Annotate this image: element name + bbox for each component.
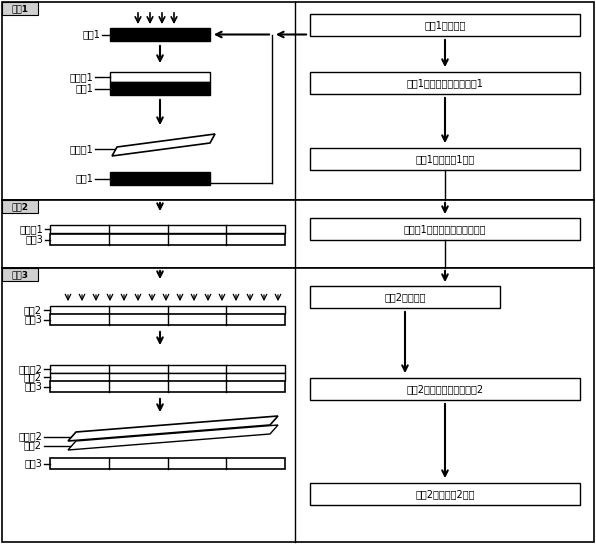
Text: 衬底1化学气相沉积外延层1: 衬底1化学气相沉积外延层1 xyxy=(406,78,483,88)
Text: 衬底1离子注入: 衬底1离子注入 xyxy=(424,20,465,30)
Text: 衬底1: 衬底1 xyxy=(82,29,100,39)
Text: 外延层2: 外延层2 xyxy=(18,432,42,441)
Text: 衬底3: 衬底3 xyxy=(25,234,43,245)
Bar xyxy=(2,2,38,15)
Text: 步骤2: 步骤2 xyxy=(11,202,29,211)
Text: 衬底1与外延层1分离: 衬底1与外延层1分离 xyxy=(415,154,474,164)
Bar xyxy=(50,373,285,381)
Text: 外延层1取向排列、键合、抛光: 外延层1取向排列、键合、抛光 xyxy=(403,224,486,234)
Text: 外延层1: 外延层1 xyxy=(69,144,93,154)
Text: 衬底1: 衬底1 xyxy=(75,173,93,184)
Bar xyxy=(310,72,580,94)
Bar xyxy=(50,225,285,233)
Bar xyxy=(50,306,285,314)
Bar xyxy=(50,381,285,392)
Bar xyxy=(310,148,580,170)
Text: 外延层2: 外延层2 xyxy=(18,364,42,374)
Text: 衬底3: 衬底3 xyxy=(24,458,42,469)
Bar xyxy=(310,483,580,505)
Text: 步骤1: 步骤1 xyxy=(11,4,29,13)
Polygon shape xyxy=(68,416,278,441)
Text: 衬底2: 衬底2 xyxy=(24,305,42,315)
Bar xyxy=(310,378,580,400)
Text: 步骤3: 步骤3 xyxy=(11,270,29,279)
Bar xyxy=(110,172,210,185)
Text: 衬底2与外延层2分离: 衬底2与外延层2分离 xyxy=(415,489,475,499)
Bar xyxy=(2,200,38,213)
Text: 外延层1: 外延层1 xyxy=(19,224,43,234)
Bar xyxy=(2,268,594,542)
Bar xyxy=(310,218,580,240)
Polygon shape xyxy=(112,134,215,156)
Bar xyxy=(110,72,210,82)
Bar xyxy=(50,365,285,373)
Bar xyxy=(50,314,285,325)
Text: 衬底3: 衬底3 xyxy=(24,382,42,391)
Bar xyxy=(2,2,594,200)
Text: 衬底1: 衬底1 xyxy=(75,83,93,94)
Polygon shape xyxy=(68,425,278,450)
Text: 衬底2: 衬底2 xyxy=(24,440,42,451)
Text: 衬底2: 衬底2 xyxy=(24,372,42,382)
Bar xyxy=(2,200,594,268)
Bar xyxy=(50,458,285,469)
Bar xyxy=(310,286,500,308)
Bar xyxy=(310,14,580,36)
Text: 衬底3: 衬底3 xyxy=(24,314,42,324)
Text: 衬底2化学气相沉积外延层2: 衬底2化学气相沉积外延层2 xyxy=(406,384,483,394)
Text: 外延层1: 外延层1 xyxy=(69,72,93,82)
Bar xyxy=(110,82,210,95)
Bar xyxy=(50,234,285,245)
Text: 衬底2离子注入: 衬底2离子注入 xyxy=(384,292,426,302)
Bar xyxy=(2,268,38,281)
Bar xyxy=(110,28,210,41)
